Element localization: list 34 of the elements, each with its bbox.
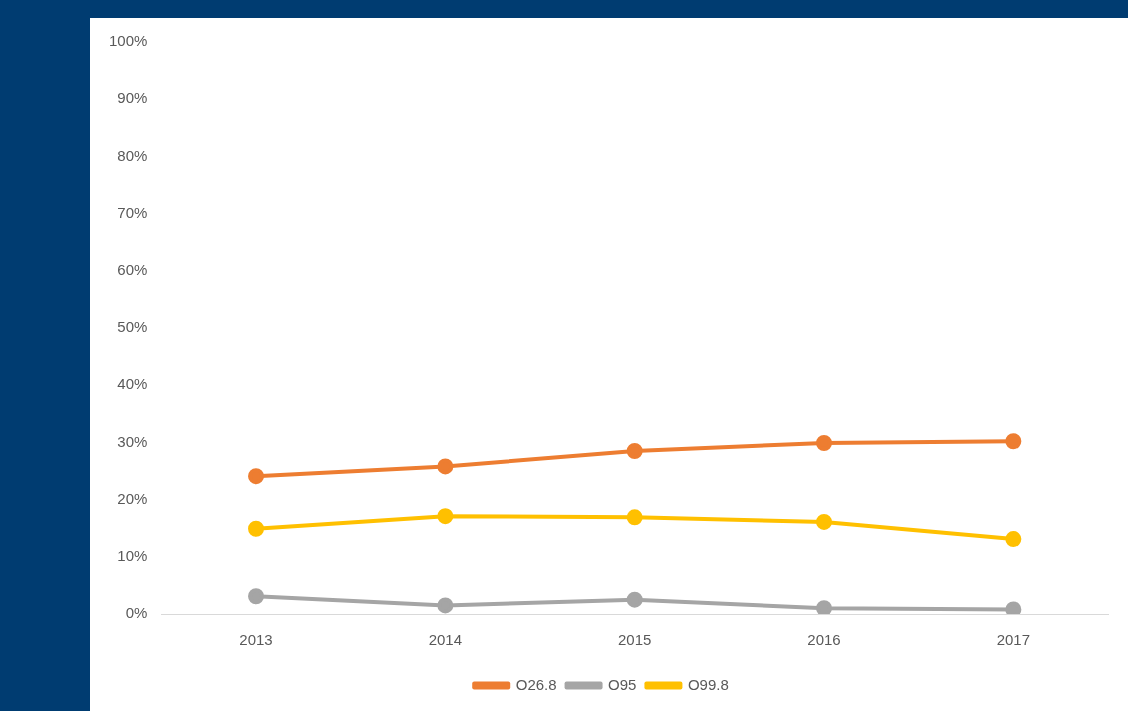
point [248, 468, 265, 485]
point [437, 458, 454, 475]
legend-label: O99.8 [687, 675, 729, 693]
y-tick-label: 90% [117, 89, 148, 107]
x-tick-label: 2017 [996, 631, 1031, 649]
y-tick-label: 100% [108, 32, 148, 50]
x-tick-label: 2015 [617, 631, 652, 649]
y-tick-label: 0% [125, 604, 148, 622]
y-tick-label: 60% [117, 260, 148, 278]
point [248, 588, 265, 605]
point [1005, 531, 1022, 548]
point [816, 434, 833, 451]
y-tick-label: 80% [117, 146, 148, 164]
point [626, 442, 643, 459]
y-tick-label: 40% [117, 375, 148, 393]
point [1005, 433, 1022, 450]
point [437, 508, 454, 525]
point [1005, 601, 1022, 614]
y-tick-label: 20% [117, 489, 148, 507]
x-tick-label: 2013 [239, 631, 273, 649]
y-tick-label: 70% [117, 203, 148, 221]
x-tick-label: 2014 [428, 631, 463, 649]
y-tick-label: 10% [117, 546, 148, 564]
x-tick-label: 2016 [807, 631, 841, 649]
point [626, 591, 643, 608]
point [626, 509, 643, 526]
point [816, 513, 833, 530]
legend-label: O95 [608, 675, 637, 693]
point [816, 600, 833, 614]
y-tick-label: 50% [117, 318, 148, 336]
y-tick-label: 30% [117, 432, 148, 450]
point [437, 597, 454, 614]
legend-label: O26.8 [515, 675, 557, 693]
point [248, 520, 265, 537]
